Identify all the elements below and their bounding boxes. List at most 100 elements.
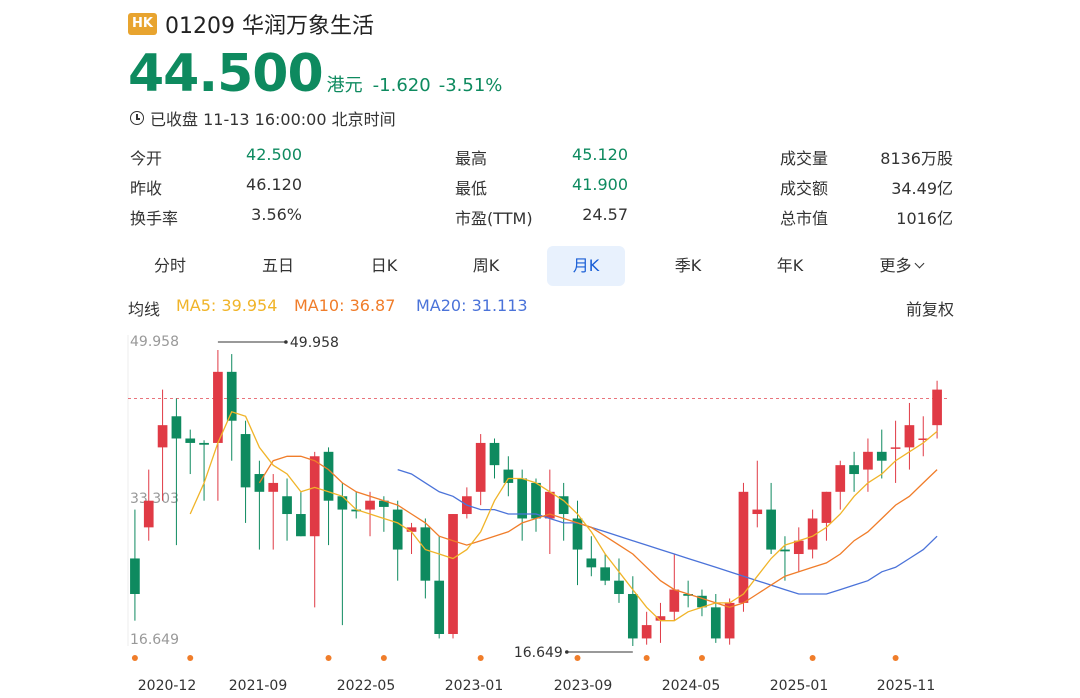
candle-body (600, 567, 610, 581)
candle-body (185, 438, 196, 443)
candle-body (710, 607, 721, 639)
market-status: 已收盘 11-13 16:00:00 北京时间 (130, 106, 396, 130)
candle-body (793, 540, 804, 555)
x-tick-label: 2025-01 (770, 678, 829, 694)
price-unit: 港元 (326, 75, 363, 96)
stat-label: 成交量 (780, 149, 829, 168)
y-tick-label: 49.958 (130, 334, 179, 350)
candle-body (697, 595, 707, 608)
max-price-label: 49.958 (290, 335, 339, 351)
candle-body (531, 482, 541, 519)
candle-body (199, 442, 209, 445)
kline-chart[interactable]: 49.958 33.303 16.649 49.958 16.649 2020-12 202… (0, 330, 1080, 698)
tab-4[interactable]: 月K (547, 246, 625, 286)
x-tick-label: 2025-11 (877, 678, 936, 694)
candle-body (752, 509, 763, 515)
stat-value: 1016亿 (896, 209, 953, 228)
candle-body (586, 558, 597, 568)
tab-label: 月K (572, 256, 600, 275)
ma5-line (189, 411, 938, 622)
x-tick-label: 2021-09 (229, 678, 288, 694)
candle-body (738, 491, 749, 603)
ma5-value: MA5: 39.954 (176, 296, 278, 315)
candle-body (544, 491, 555, 519)
candle-body (379, 500, 389, 507)
candle-body (130, 558, 140, 595)
candle-body (627, 594, 638, 639)
tab-5[interactable]: 季K (649, 246, 727, 286)
tab-label: 分时 (153, 256, 186, 275)
candle-body (296, 514, 306, 537)
adjust-button[interactable]: 前复权 (905, 300, 954, 319)
stat-value: 3.56% (251, 205, 302, 224)
candle-body (157, 425, 168, 448)
event-marker (809, 655, 816, 661)
stat-label: 今开 (130, 149, 163, 168)
stock-title: 01209 华润万象生活 (164, 14, 374, 39)
candle-body (807, 518, 818, 550)
candle-body (835, 465, 846, 492)
stock-title-row: HK 01209 华润万象生活 (128, 8, 374, 40)
candle-body (614, 580, 624, 595)
stat-label: 市盈(TTM) (455, 209, 533, 228)
ma20-line (397, 468, 938, 595)
event-marker (131, 655, 138, 661)
event-marker (477, 655, 484, 661)
candle-body (669, 589, 680, 612)
stat-value: 24.57 (582, 205, 628, 224)
ma10-line (258, 455, 938, 608)
y-tick-label: 16.649 (130, 632, 179, 648)
candle-body (337, 496, 348, 510)
candle-body (475, 442, 486, 492)
tab-6[interactable]: 年K (751, 246, 829, 286)
candle-body (226, 371, 237, 421)
price-change-pct: -3.51% (438, 75, 503, 96)
tab-0[interactable]: 分时 (131, 246, 209, 286)
ma20-value: MA20: 31.113 (416, 296, 528, 315)
tab-1[interactable]: 五日 (239, 246, 317, 286)
tab-2[interactable]: 日K (345, 246, 423, 286)
candle-body (365, 500, 375, 510)
min-price-dot (565, 650, 569, 654)
chevron-down-icon (914, 258, 924, 269)
candle-body (876, 451, 887, 461)
stat-value: 46.120 (246, 175, 302, 194)
candle-body (641, 625, 652, 639)
x-tick-label: 2023-09 (554, 678, 613, 694)
event-marker (892, 655, 899, 661)
clock-icon (130, 111, 144, 125)
stat-label: 最低 (455, 179, 488, 198)
event-marker (643, 655, 650, 661)
x-tick-label: 2020-12 (138, 678, 197, 694)
stat-label: 换手率 (130, 209, 179, 228)
candle-body (517, 478, 528, 519)
tab-3[interactable]: 周K (447, 246, 525, 286)
candle-body (932, 389, 942, 426)
candle-body (434, 580, 445, 634)
tab-label: 更多 (879, 256, 912, 275)
candle-body (351, 509, 362, 512)
candle-body (655, 616, 666, 621)
x-tick-label: 2024-05 (662, 678, 721, 694)
current-price: 44.500 (128, 44, 324, 104)
stat-label: 昨收 (130, 179, 163, 198)
candle-body (392, 509, 403, 550)
candle-body (309, 456, 320, 537)
candle-body (254, 474, 265, 492)
stat-label: 最高 (455, 149, 488, 168)
candle-body (406, 527, 417, 532)
tab-label: 周K (472, 256, 500, 275)
stat-value: 34.49亿 (891, 179, 953, 198)
event-marker (380, 655, 387, 661)
min-price-label: 16.649 (514, 645, 563, 661)
event-marker (698, 655, 705, 661)
candle-body (918, 438, 929, 440)
market-status-text: 已收盘 11-13 16:00:00 北京时间 (150, 110, 396, 129)
stat-value: 41.900 (572, 175, 628, 194)
event-marker (187, 655, 194, 661)
candle-body (268, 482, 279, 492)
candle-body (143, 500, 154, 528)
tab-7[interactable]: 更多 (862, 246, 940, 286)
tab-label: 季K (674, 256, 702, 275)
candle-body (849, 465, 859, 475)
